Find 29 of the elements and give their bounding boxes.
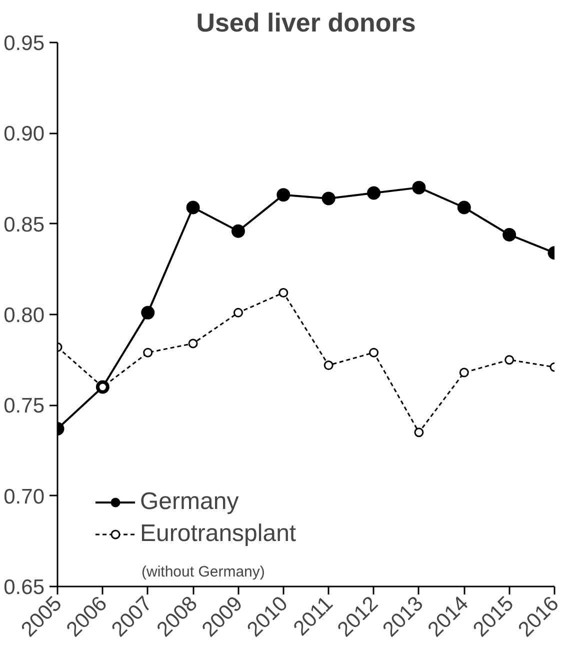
point bbox=[369, 348, 379, 358]
point bbox=[143, 348, 153, 358]
point bbox=[414, 428, 424, 438]
legend-label: Eurotransplant bbox=[140, 520, 296, 548]
point bbox=[459, 368, 469, 378]
point bbox=[502, 228, 516, 242]
point bbox=[186, 200, 200, 214]
y-tick-label: 0.85 bbox=[4, 213, 45, 236]
y-tick-label: 0.75 bbox=[4, 394, 45, 418]
y-tick-label: 0.80 bbox=[4, 304, 45, 327]
point bbox=[276, 188, 290, 202]
point bbox=[233, 308, 243, 318]
y-tick-label: 0.70 bbox=[4, 485, 45, 508]
point bbox=[141, 306, 155, 320]
point bbox=[457, 200, 471, 214]
point bbox=[412, 180, 426, 194]
legend-label: Germany bbox=[140, 488, 239, 516]
point bbox=[504, 355, 514, 365]
y-tick-label: 0.90 bbox=[4, 122, 45, 146]
point bbox=[367, 186, 381, 200]
point bbox=[231, 224, 245, 238]
point bbox=[322, 192, 336, 206]
y-tick-label: 0.95 bbox=[4, 32, 45, 55]
y-tick-label: 0.65 bbox=[4, 576, 45, 599]
annotation: (without Germany) bbox=[142, 564, 265, 580]
point bbox=[278, 288, 288, 298]
chart-title: Used liver donors bbox=[196, 8, 416, 38]
point bbox=[188, 338, 198, 348]
point bbox=[324, 360, 334, 370]
